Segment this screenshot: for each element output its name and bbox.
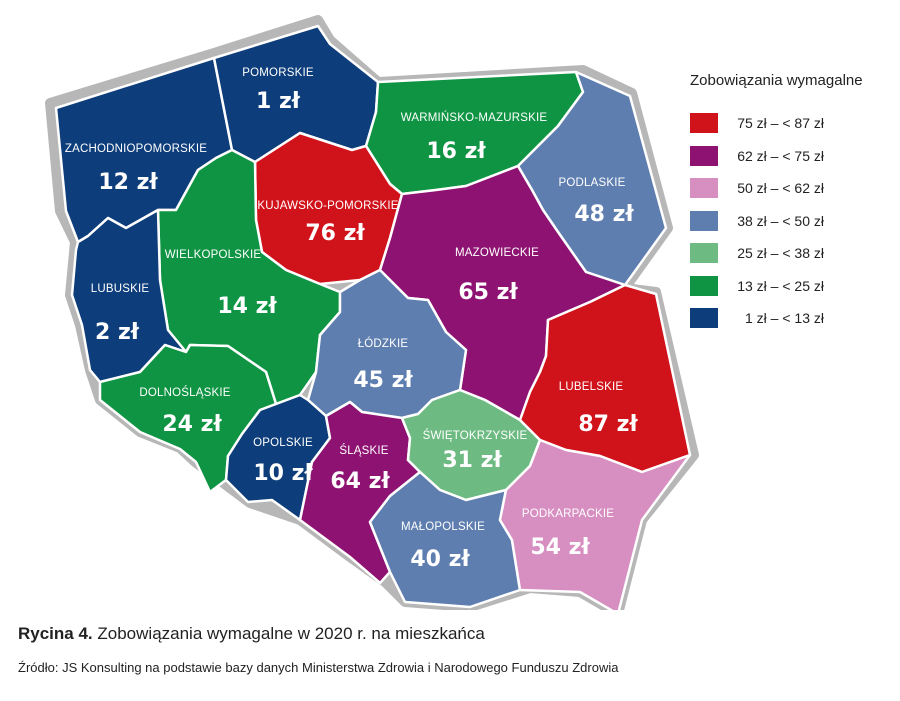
region-name-pomorskie: POMORSKIE: [242, 67, 314, 79]
caption-text: Zobowiązania wymagalne w 2020 r. na mies…: [97, 624, 485, 643]
region-name-podlaskie: PODLASKIE: [559, 177, 626, 189]
region-podkarpackie[interactable]: [498, 438, 692, 610]
legend-label: 38 zł – < 50 zł: [737, 212, 824, 229]
region-name-malopolskie: MAŁOPOLSKIE: [401, 521, 485, 533]
legend-label: 1 zł – < 13 zł: [745, 310, 824, 327]
region-value-lodzkie: 45 zł: [353, 368, 413, 393]
legend-swatch: [690, 275, 718, 296]
map-legend: Zobowiązania wymagalne 75 zł – < 87 zł 6…: [690, 72, 895, 335]
region-name-warminsko-mazurskie: WARMIŃSKO-MAZURSKIE: [401, 111, 548, 124]
region-value-podkarpackie: 54 zł: [530, 535, 590, 560]
legend-swatch: [690, 145, 718, 166]
legend-item: 50 zł – < 62 zł: [690, 172, 895, 205]
legend-swatch: [690, 210, 718, 231]
region-name-swietokrzyskie: ŚWIĘTOKRZYSKIE: [423, 429, 528, 442]
legend-item: 13 zł – < 25 zł: [690, 270, 895, 303]
poland-map: ZACHODNIOPOMORSKIE 12 zł POMORSKIE 1 zł …: [45, 15, 699, 610]
legend-items: 75 zł – < 87 zł 62 zł – < 75 zł 50 zł – …: [690, 107, 895, 335]
region-value-wielkopolskie: 14 zł: [217, 294, 277, 319]
region-value-lubelskie: 87 zł: [578, 412, 638, 437]
region-value-opolskie: 10 zł: [253, 461, 313, 486]
legend-item: 1 zł – < 13 zł: [690, 302, 895, 335]
region-name-mazowieckie: MAZOWIECKIE: [455, 247, 539, 259]
region-name-lubuskie: LUBUSKIE: [91, 283, 150, 295]
legend-label: 62 zł – < 75 zł: [737, 147, 824, 164]
region-value-kujawsko-pomorskie: 76 zł: [305, 221, 365, 246]
region-value-lubuskie: 2 zł: [95, 320, 140, 345]
legend-item: 25 zł – < 38 zł: [690, 237, 895, 270]
legend-swatch: [690, 243, 718, 264]
region-name-podkarpackie: PODKARPACKIE: [522, 508, 614, 520]
legend-label: 25 zł – < 38 zł: [737, 245, 824, 262]
legend-swatch: [690, 308, 718, 329]
region-value-pomorskie: 1 zł: [256, 89, 301, 114]
region-value-podlaskie: 48 zł: [574, 202, 634, 227]
region-opolskie[interactable]: [224, 393, 332, 522]
figure-source: Źródło: JS Konsulting na podstawie bazy …: [18, 660, 619, 675]
region-name-slaskie: ŚLĄSKIE: [339, 444, 388, 457]
region-name-zachodniopomorskie: ZACHODNIOPOMORSKIE: [65, 143, 207, 155]
legend-item: 75 zł – < 87 zł: [690, 107, 895, 140]
legend-title: Zobowiązania wymagalne: [690, 72, 863, 89]
region-value-slaskie: 64 zł: [330, 469, 390, 494]
legend-item: 62 zł – < 75 zł: [690, 140, 895, 173]
region-name-lodzkie: ŁÓDZKIE: [358, 337, 409, 350]
legend-item: 38 zł – < 50 zł: [690, 205, 895, 238]
legend-swatch: [690, 178, 718, 199]
legend-label: 75 zł – < 87 zł: [737, 115, 824, 132]
region-name-opolskie: OPOLSKIE: [253, 437, 313, 449]
legend-swatch: [690, 113, 718, 134]
region-value-malopolskie: 40 zł: [410, 547, 470, 572]
legend-label: 13 zł – < 25 zł: [737, 277, 824, 294]
region-value-swietokrzyskie: 31 zł: [442, 448, 502, 473]
region-name-dolnoslaskie: DOLNOŚLĄSKIE: [139, 386, 230, 399]
caption-label: Rycina 4.: [18, 624, 93, 643]
region-value-zachodniopomorskie: 12 zł: [98, 170, 158, 195]
region-name-kujawsko-pomorskie: KUJAWSKO-POMORSKIE: [257, 200, 398, 212]
legend-label: 50 zł – < 62 zł: [737, 180, 824, 197]
region-value-dolnoslaskie: 24 zł: [162, 412, 222, 437]
region-name-lubelskie: LUBELSKIE: [559, 381, 624, 393]
region-value-mazowieckie: 65 zł: [458, 280, 518, 305]
region-value-warminsko-mazurskie: 16 zł: [426, 139, 486, 164]
figure-caption: Rycina 4. Zobowiązania wymagalne w 2020 …: [18, 624, 485, 644]
region-name-wielkopolskie: WIELKOPOLSKIE: [165, 249, 262, 261]
